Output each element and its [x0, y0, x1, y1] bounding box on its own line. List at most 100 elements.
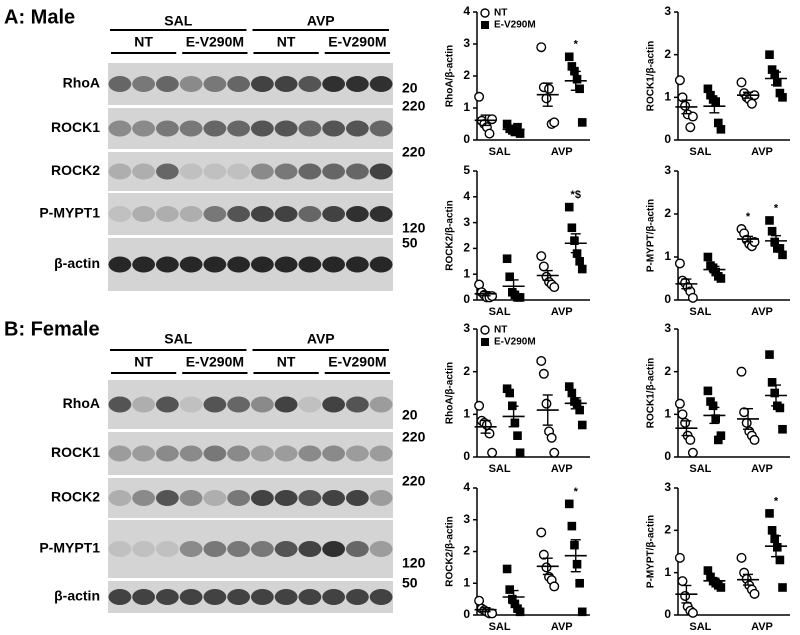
blot-band [345, 163, 369, 180]
y-tick-label: 0 [463, 132, 470, 146]
blot-band [227, 541, 251, 557]
blot-band [250, 490, 274, 506]
blot-band [369, 256, 393, 273]
data-point [515, 448, 525, 458]
row-label: RhoA [63, 75, 100, 91]
blot-strip [108, 152, 393, 191]
subgroup-label: NT [134, 34, 153, 50]
subgroup-label: NT [134, 354, 153, 370]
blot-band [227, 120, 251, 137]
blot-band [369, 589, 393, 605]
blot-band [250, 163, 274, 180]
data-point [541, 398, 552, 409]
data-point [711, 97, 720, 106]
blot-band [155, 76, 179, 92]
blot-band [132, 396, 156, 413]
data-point [674, 552, 685, 563]
blot-band [132, 76, 156, 92]
data-point [765, 350, 774, 359]
blot-band [345, 120, 369, 137]
x-tick-label: SAL [489, 463, 511, 475]
blot-band [274, 206, 298, 222]
data-point [538, 549, 549, 560]
x-tick-label: SAL [489, 306, 511, 318]
y-axis-label: P-MYPT/β-actin [646, 515, 657, 588]
data-point [567, 521, 577, 531]
data-point [575, 84, 584, 94]
subgroup-label: NT [277, 34, 296, 50]
data-point [564, 202, 574, 212]
panel-title: B: Female [4, 318, 100, 340]
blot-band [108, 120, 132, 137]
y-tick-label: 2 [664, 364, 671, 378]
data-point [773, 78, 782, 87]
data-point [577, 420, 587, 430]
blot-band [132, 589, 156, 605]
data-point [674, 398, 685, 409]
data-point [505, 388, 514, 398]
y-tick-label: 4 [463, 189, 470, 203]
mw-marker: 220 [402, 98, 426, 114]
legend-label: E-V290M [494, 20, 536, 31]
data-point [505, 585, 514, 594]
blot-band [203, 206, 227, 222]
mw-marker: 120 [402, 220, 426, 236]
subgroup-label: E-V290M [186, 34, 244, 50]
blot-band [155, 396, 179, 413]
data-point [567, 388, 577, 398]
blot-band [108, 445, 132, 462]
blot-band [250, 589, 274, 605]
data-point [741, 417, 752, 428]
y-axis-label: RhoA/β-actin [445, 45, 456, 107]
blot-band [322, 120, 346, 137]
blot-band [203, 490, 227, 506]
data-point [736, 366, 747, 377]
data-point [685, 434, 696, 445]
mw-marker: 120 [402, 555, 426, 571]
legend-label: E-V290M [494, 337, 536, 348]
data-point [564, 499, 574, 509]
blot-band [345, 541, 369, 557]
blot-band [250, 396, 274, 413]
blot-strip [108, 108, 393, 149]
blot-strip [108, 432, 393, 475]
row-label: ROCK2 [51, 489, 100, 505]
legend-marker [481, 21, 489, 29]
blot-band [322, 256, 346, 273]
blot-band [274, 120, 298, 137]
data-point [687, 111, 698, 122]
blot-band [369, 541, 393, 557]
data-point [564, 52, 574, 62]
blot-band [179, 490, 203, 506]
blot-band [345, 445, 369, 462]
data-point [481, 420, 492, 431]
y-tick-label: 0 [463, 449, 470, 463]
x-tick-label: SAL [689, 621, 711, 633]
data-point [510, 127, 520, 137]
y-tick-label: 2 [463, 68, 470, 82]
data-point [687, 607, 698, 618]
data-point [767, 526, 777, 535]
data-point [541, 562, 552, 573]
blot-band [155, 541, 179, 557]
y-axis-label: ROCK2/β-actin [445, 516, 456, 587]
blot-band [250, 76, 274, 92]
mw-marker: 220 [402, 473, 426, 489]
blot-band [250, 206, 274, 222]
significance-mark: * [574, 39, 579, 51]
group-label: AVP [307, 13, 335, 29]
row-label: ROCK1 [51, 119, 100, 135]
data-point [770, 237, 779, 247]
y-tick-label: 2 [463, 241, 470, 255]
blot-strip [108, 238, 393, 291]
mw-marker: 50 [402, 235, 418, 251]
blot-band [298, 589, 322, 605]
data-point [685, 122, 696, 133]
blot-band [298, 76, 322, 92]
data-point [544, 83, 555, 94]
data-point [749, 434, 760, 445]
x-tick-label: SAL [689, 146, 711, 158]
group-label: AVP [307, 331, 335, 347]
data-point [770, 534, 779, 544]
